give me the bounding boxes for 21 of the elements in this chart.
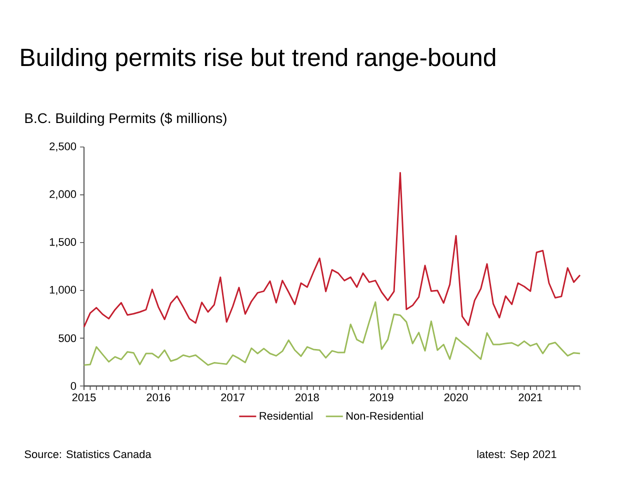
- x-tick-label: 2021: [518, 394, 542, 402]
- y-tick-label: 2,500: [50, 142, 76, 152]
- x-tick-label: 2020: [444, 394, 468, 402]
- line-series: [83, 301, 581, 366]
- x-tick-label: 2019: [370, 394, 394, 402]
- y-tick-label: 1,000: [50, 286, 76, 295]
- chart-subtitle: B.C. Building Permits ($ millions): [25, 112, 226, 126]
- legend-label: Residential: [260, 412, 312, 420]
- x-tick-label: 2018: [296, 394, 319, 402]
- y-tick-label: 500: [58, 334, 76, 342]
- legend-label: Non-Residential: [346, 412, 423, 420]
- y-tick-label: 1,500: [50, 238, 76, 248]
- x-tick-label: 2015: [72, 394, 96, 402]
- x-tick-label: 2016: [146, 394, 170, 402]
- chart-title: Building permits rise but trend range-bound: [21, 48, 496, 72]
- line-series: [83, 172, 581, 328]
- y-tick-label: 2,000: [50, 190, 76, 200]
- text: latest: Sep 2021: [477, 450, 556, 460]
- y-tick-label: 0: [70, 382, 76, 390]
- x-tick-label: 2017: [221, 394, 244, 402]
- source-note: Source: Statistics Canada: [24, 450, 152, 458]
